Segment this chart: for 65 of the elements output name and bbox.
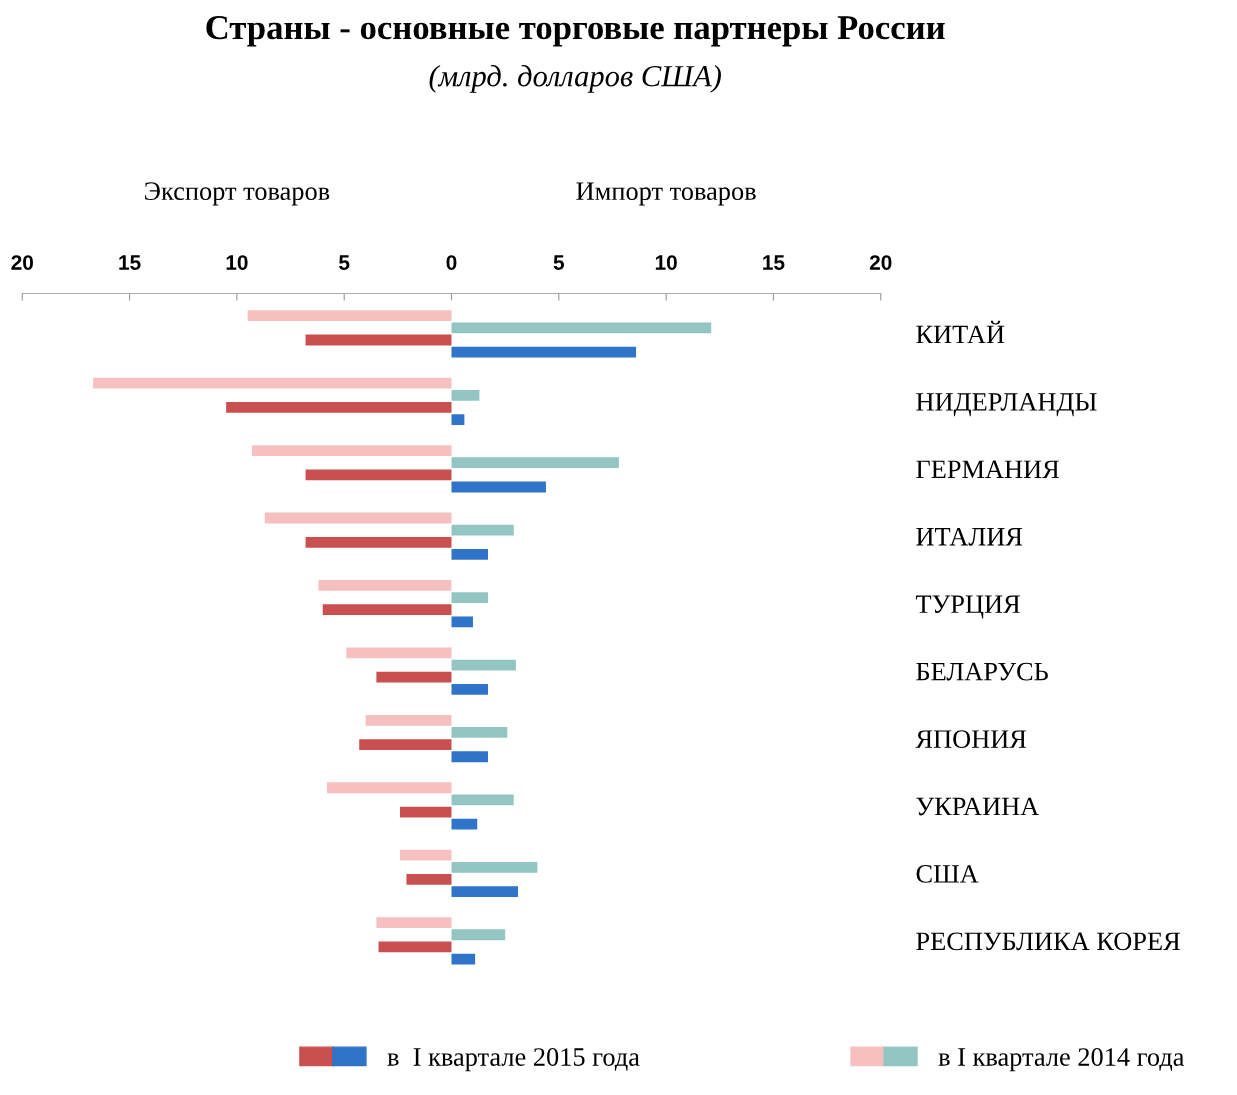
x-tick-label: 5: [339, 255, 350, 270]
bar: [376, 917, 452, 929]
y-tick-label: ЯПОНИЯ: [915, 730, 1027, 748]
bar: [305, 469, 452, 481]
text: Экспорт товаров: [145, 182, 330, 206]
bar: [451, 929, 506, 941]
bar: [451, 322, 712, 334]
x-tick-label: 15: [763, 255, 785, 270]
x-tick-label: 0: [446, 255, 457, 270]
bar: [451, 592, 488, 603]
legend-label: в I квартале 2014 года: [938, 1048, 1185, 1072]
bar: [93, 377, 452, 389]
bar: [359, 739, 452, 750]
bar: [451, 481, 546, 493]
bar: [400, 849, 452, 861]
bar: [451, 683, 488, 695]
y-tick-label: ТУРЦИЯ: [915, 595, 1020, 619]
y-tick-label: ИТАЛИЯ: [916, 527, 1023, 546]
x-tick-label: 20: [11, 255, 33, 270]
bar: [305, 334, 452, 346]
bar: [451, 794, 514, 806]
bar: [251, 445, 452, 456]
bar: [365, 714, 452, 726]
bar: [247, 310, 452, 322]
y-tick-label: ГЕРМАНИЯ: [916, 460, 1059, 478]
x-tick-label: 10: [655, 255, 677, 270]
bar: [318, 580, 452, 591]
legend-label: в I квартале 2015 года: [387, 1048, 640, 1072]
bar: [451, 727, 508, 738]
bar: [451, 346, 637, 358]
text: Импорт товаров: [576, 182, 756, 206]
bar: [400, 806, 452, 818]
bar: [346, 647, 452, 659]
chart-subtitle: (млрд. долларов США): [429, 64, 721, 93]
y-tick-label: КИТАЙ: [916, 320, 1005, 344]
x-tick-label: 5: [553, 255, 565, 270]
bar: [327, 782, 452, 794]
bar: [378, 941, 452, 953]
bar: [451, 524, 514, 536]
y-tick-label: УКРАИНА: [916, 797, 1040, 816]
bar: [451, 549, 488, 560]
bar: [451, 861, 538, 873]
y-tick-label: БЕЛАРУСЬ: [916, 662, 1048, 681]
bar: [264, 512, 452, 524]
x-tick-label: 10: [226, 255, 248, 270]
x-tick-label: 20: [869, 255, 892, 270]
bar: [451, 659, 516, 671]
bar: [322, 604, 452, 616]
bar: [451, 414, 465, 425]
bar: [451, 818, 478, 830]
bar: [451, 953, 476, 965]
bar: [451, 389, 480, 401]
y-tick-label: НИДЕРЛАНДЫ: [916, 393, 1097, 417]
y-tick-label: РЕСПУБЛИКА КОРЕЯ: [916, 932, 1180, 951]
chart-title: Страны - основные торговые партнеры России: [206, 16, 945, 47]
bar: [451, 751, 488, 763]
bar: [451, 616, 473, 628]
bar: [451, 886, 519, 897]
x-tick-label: 15: [119, 255, 141, 270]
y-tick-label: США: [916, 865, 979, 883]
bar: [406, 874, 452, 885]
bar: [376, 671, 452, 683]
bar: [305, 536, 452, 548]
bar: [451, 457, 619, 469]
bar: [226, 402, 452, 413]
